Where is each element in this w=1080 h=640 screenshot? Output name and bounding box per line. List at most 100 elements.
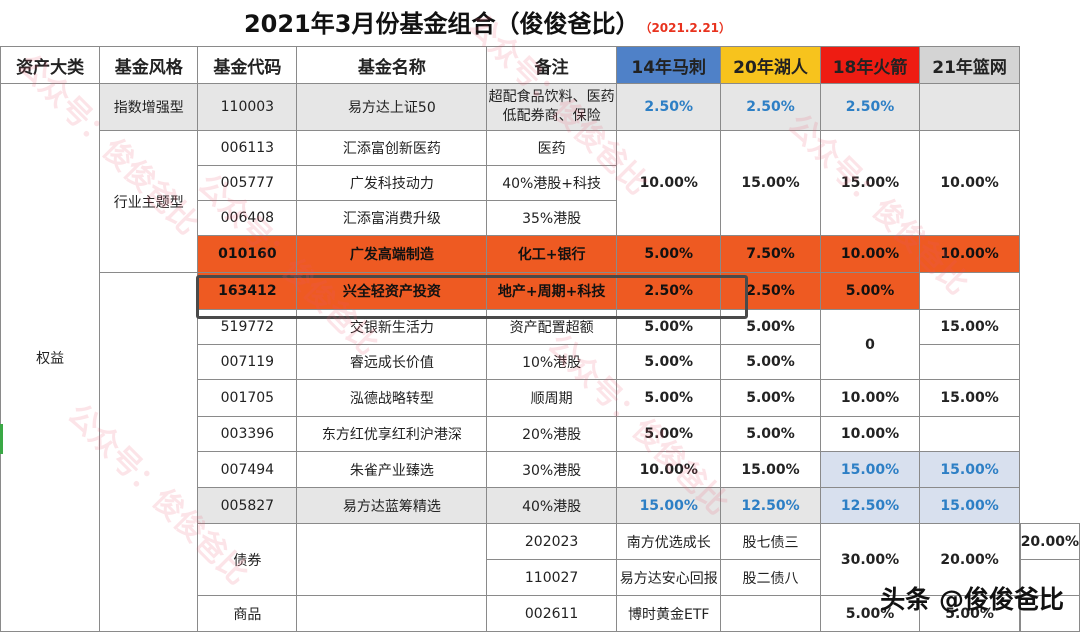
- fund-code: 010160: [197, 235, 298, 273]
- fund-name: 汇添富创新医药: [296, 130, 488, 166]
- table-row: 007494 朱雀产业臻选 30%港股 10.00% 15.00% 15.00%…: [1, 451, 1080, 488]
- weight-14: 5.00%: [616, 379, 722, 417]
- fund-code: 005777: [197, 165, 298, 201]
- fund-note: 30%港股: [486, 451, 618, 488]
- weight-20: 12.50%: [720, 487, 821, 524]
- weight-21: [1019, 595, 1080, 632]
- title-text: 2021年3月份基金组合（俊俊爸比）: [243, 10, 640, 38]
- weight-18-theme: 15.00%: [819, 130, 921, 236]
- weight-21: 15.00%: [919, 451, 1020, 488]
- asset-class-equity: 权益: [0, 83, 101, 632]
- weight-14: 2.50%: [616, 272, 722, 310]
- weight-20: 5.00%: [720, 344, 821, 380]
- style-theme: 行业主题型: [99, 130, 199, 273]
- weight-18: 15.00%: [819, 451, 921, 488]
- header-portfolio-21-nets: 21年篮网: [919, 46, 1020, 84]
- table-row: 商品 002611 博时黄金ETF 5.00% 5.00%: [1, 595, 1080, 632]
- header-portfolio-14-spurs: 14年马刺: [616, 46, 722, 84]
- weight-21: [919, 83, 1020, 131]
- weight-14: 5.00%: [616, 344, 722, 380]
- weight-20: 2.50%: [720, 272, 821, 310]
- style-blank: [99, 272, 199, 632]
- table-row: 007119 睿远成长价值 10%港股 5.00% 5.00%: [1, 344, 1080, 380]
- table-row: 001705 泓德战略转型 顺周期 5.00% 5.00% 10.00% 15.…: [1, 379, 1080, 417]
- header-note: 备注: [486, 46, 618, 84]
- weight-14: 5.00%: [616, 416, 722, 452]
- header-row: 资产大类 基金风格 基金代码 基金名称 备注 14年马刺 20年湖人 18年火箭…: [0, 46, 1080, 84]
- fund-note: 20%港股: [486, 416, 618, 452]
- weight-21: 15.00%: [919, 309, 1020, 345]
- fund-code: 007494: [197, 451, 298, 488]
- fund-code: 006408: [197, 200, 298, 236]
- fund-name: 广发科技动力: [296, 165, 488, 201]
- fund-note: 化工+银行: [486, 235, 618, 273]
- weight-14: 15.00%: [616, 487, 722, 524]
- weight-18: 10.00%: [819, 379, 921, 417]
- fund-note: 40%港股+科技: [486, 165, 618, 201]
- fund-code: 110027: [486, 559, 618, 596]
- portfolio-table: 资产大类 基金风格 基金代码 基金名称 备注 14年马刺 20年湖人 18年火箭…: [0, 46, 1080, 632]
- highlight-box: [196, 275, 748, 319]
- header-asset-class: 资产大类: [0, 46, 101, 84]
- weight-18: 2.50%: [819, 83, 921, 131]
- header-fund-name: 基金名称: [296, 46, 488, 84]
- fund-name: 汇添富消费升级: [296, 200, 488, 236]
- edge-marker: [0, 424, 3, 454]
- weight-20: 15.00%: [720, 451, 821, 488]
- weight-21: 10.00%: [919, 235, 1020, 273]
- page-title: 2021年3月份基金组合（俊俊爸比） （2021.2.21）: [0, 0, 975, 46]
- fund-code: 003396: [197, 416, 298, 452]
- brand-signature: 头条 @俊俊爸比: [880, 585, 1064, 614]
- style-blank: [296, 595, 488, 632]
- fund-note: 股二债八: [720, 559, 821, 596]
- weight-14-theme: 10.00%: [616, 130, 722, 236]
- weight-21-theme: 10.00%: [919, 130, 1020, 236]
- fund-note: 超配食品饮料、医药低配券商、保险: [486, 83, 618, 131]
- fund-name: 博时黄金ETF: [616, 595, 722, 632]
- fund-name: 易方达上证50: [296, 83, 488, 131]
- weight-14: 2.50%: [616, 83, 722, 131]
- weight-20: 7.50%: [720, 235, 821, 273]
- fund-code: 007119: [197, 344, 298, 380]
- table-row: 行业主题型 006113 汇添富创新医药 医药 10.00% 15.00% 15…: [1, 130, 1080, 273]
- weight-18: 10.00%: [819, 416, 921, 452]
- fund-note: [720, 595, 821, 632]
- weight-21: [919, 272, 1020, 310]
- weight-14: 5.00%: [819, 595, 921, 632]
- weight-21: 15.00%: [919, 487, 1020, 524]
- header-fund-code: 基金代码: [197, 46, 298, 84]
- weight-21: 15.00%: [919, 379, 1020, 417]
- weight-21: [1019, 559, 1080, 596]
- table-row: 519772 交银新生活力 资产配置超额 5.00% 5.00% 0 15.00…: [1, 309, 1080, 380]
- weight-20: 2.50%: [720, 83, 821, 131]
- fund-code: 163412: [197, 272, 298, 310]
- fund-note: 40%港股: [486, 487, 618, 524]
- fund-note: 股七债三: [720, 523, 821, 560]
- weight-18-merged: 0: [819, 309, 921, 380]
- table-row: 003396 东方红优享红利沪港深 20%港股 5.00% 5.00% 10.0…: [1, 416, 1080, 452]
- fund-name: 睿远成长价值: [296, 344, 488, 380]
- table-row: 110027 易方达安心回报 股二债八: [1, 559, 1080, 596]
- header-fund-style: 基金风格: [99, 46, 199, 84]
- weight-20-bond: 20.00%: [919, 523, 1020, 596]
- weight-20: 5.00%: [720, 379, 821, 417]
- fund-name: 朱雀产业臻选: [296, 451, 488, 488]
- weight-20: 5.00%: [919, 595, 1020, 632]
- header-portfolio-20-lakers: 20年湖人: [720, 46, 821, 84]
- fund-note: 资产配置超额: [486, 309, 618, 345]
- weight-20: 5.00%: [720, 416, 821, 452]
- fund-code: 001705: [197, 379, 298, 417]
- fund-code: 002611: [486, 595, 618, 632]
- asset-class-bond: 债券: [197, 523, 298, 596]
- weight-21: [919, 344, 1020, 380]
- weight-14-bond: 30.00%: [819, 523, 921, 596]
- title-date: （2021.2.21）: [645, 21, 732, 35]
- fund-note: 10%港股: [486, 344, 618, 380]
- weight-21: 20.00%: [1019, 523, 1080, 560]
- style-blank: [296, 523, 488, 596]
- fund-note: 35%港股: [486, 200, 618, 236]
- style-index-enhanced: 指数增强型: [99, 83, 199, 131]
- fund-code: 005827: [197, 487, 298, 524]
- table-row: 005777 广发科技动力 40%港股+科技: [1, 165, 1080, 201]
- table-row: 006408 汇添富消费升级 35%港股: [1, 200, 1080, 236]
